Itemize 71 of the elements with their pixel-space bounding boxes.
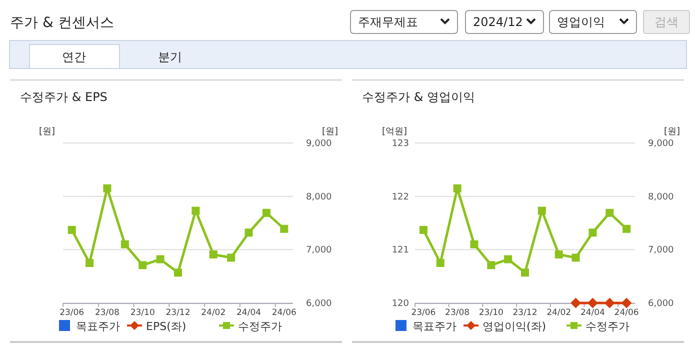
text: 분기: [158, 50, 182, 64]
point: [487, 261, 496, 270]
x-tick-label: 24/06: [272, 308, 296, 318]
point: [521, 268, 529, 277]
x-tick-label: 24/02: [546, 308, 572, 318]
point: [156, 255, 164, 264]
y2-tick-label: 7,000: [306, 246, 332, 256]
point: [606, 208, 614, 217]
y-axis-title: [원]: [38, 127, 55, 137]
y2-tick-label: 6,000: [306, 299, 332, 309]
point: [538, 206, 546, 215]
x-tick-label: 23/06: [411, 308, 436, 318]
chart-title: 수정주가 & EPS: [20, 90, 108, 104]
point: [262, 208, 270, 217]
point: [453, 184, 462, 192]
x-tick-label: 23/08: [94, 308, 120, 318]
point: [280, 224, 288, 233]
x-tick-label: 23/12: [512, 308, 538, 318]
text: 영업이익: [557, 15, 605, 29]
y2-axis-title: [원]: [322, 127, 338, 137]
point: [470, 240, 478, 248]
y2-tick-label: 9,000: [648, 139, 674, 149]
x-tick-label: 24/06: [614, 308, 639, 318]
y2-tick-label: 8,000: [306, 192, 332, 202]
point: [436, 259, 444, 267]
point: [192, 206, 200, 215]
text: 주가 & 컨센서스: [10, 15, 114, 31]
x-tick-label: 24/02: [201, 308, 226, 318]
chart-title: 수정주가 & 영업이익: [362, 90, 475, 104]
x-tick-label: 23/06: [60, 308, 84, 318]
y-axis-title: [억원]: [382, 127, 407, 137]
point: [622, 224, 631, 233]
legend-label: 영업이익(좌): [482, 320, 546, 333]
point: [68, 226, 76, 234]
point: [86, 259, 94, 267]
x-tick-label: 23/12: [166, 308, 190, 318]
x-tick-label: 23/08: [445, 308, 470, 318]
point: [209, 250, 218, 258]
point: [174, 268, 182, 277]
x-tick-label: 24/04: [236, 308, 262, 318]
legend-label: 수정주가: [238, 320, 282, 333]
legend-label: EPS(좌): [146, 320, 186, 333]
y2-tick-label: 6,000: [648, 299, 674, 309]
y2-tick-label: 9,000: [306, 139, 332, 149]
y-tick-label: 123: [392, 139, 409, 149]
point: [244, 228, 253, 237]
y-tick-label: 120: [392, 299, 410, 309]
legend-label: 목표주가: [412, 320, 456, 333]
point: [419, 226, 428, 234]
text: 연간: [62, 50, 86, 64]
text: 주재무제표: [358, 15, 418, 29]
point: [120, 240, 129, 248]
point: [504, 255, 512, 264]
y-tick-label: 121: [392, 246, 409, 256]
point: [572, 254, 580, 262]
text: 검색: [654, 15, 678, 29]
point: [103, 184, 112, 192]
y2-tick-label: 7,000: [648, 246, 674, 256]
point: [588, 228, 597, 237]
x-tick-label: 23/10: [130, 308, 155, 318]
y2-axis-title: [원]: [664, 127, 680, 137]
point: [227, 254, 236, 262]
x-tick-label: 24/04: [580, 308, 605, 318]
y-tick-label: 122: [392, 192, 409, 202]
text: 2024/12: [473, 15, 523, 29]
point: [138, 261, 147, 270]
legend-label: 목표주가: [76, 320, 120, 333]
legend-label: 수정주가: [586, 320, 630, 333]
x-tick-label: 23/10: [478, 308, 504, 318]
point: [554, 250, 563, 258]
y2-tick-label: 8,000: [648, 192, 674, 202]
